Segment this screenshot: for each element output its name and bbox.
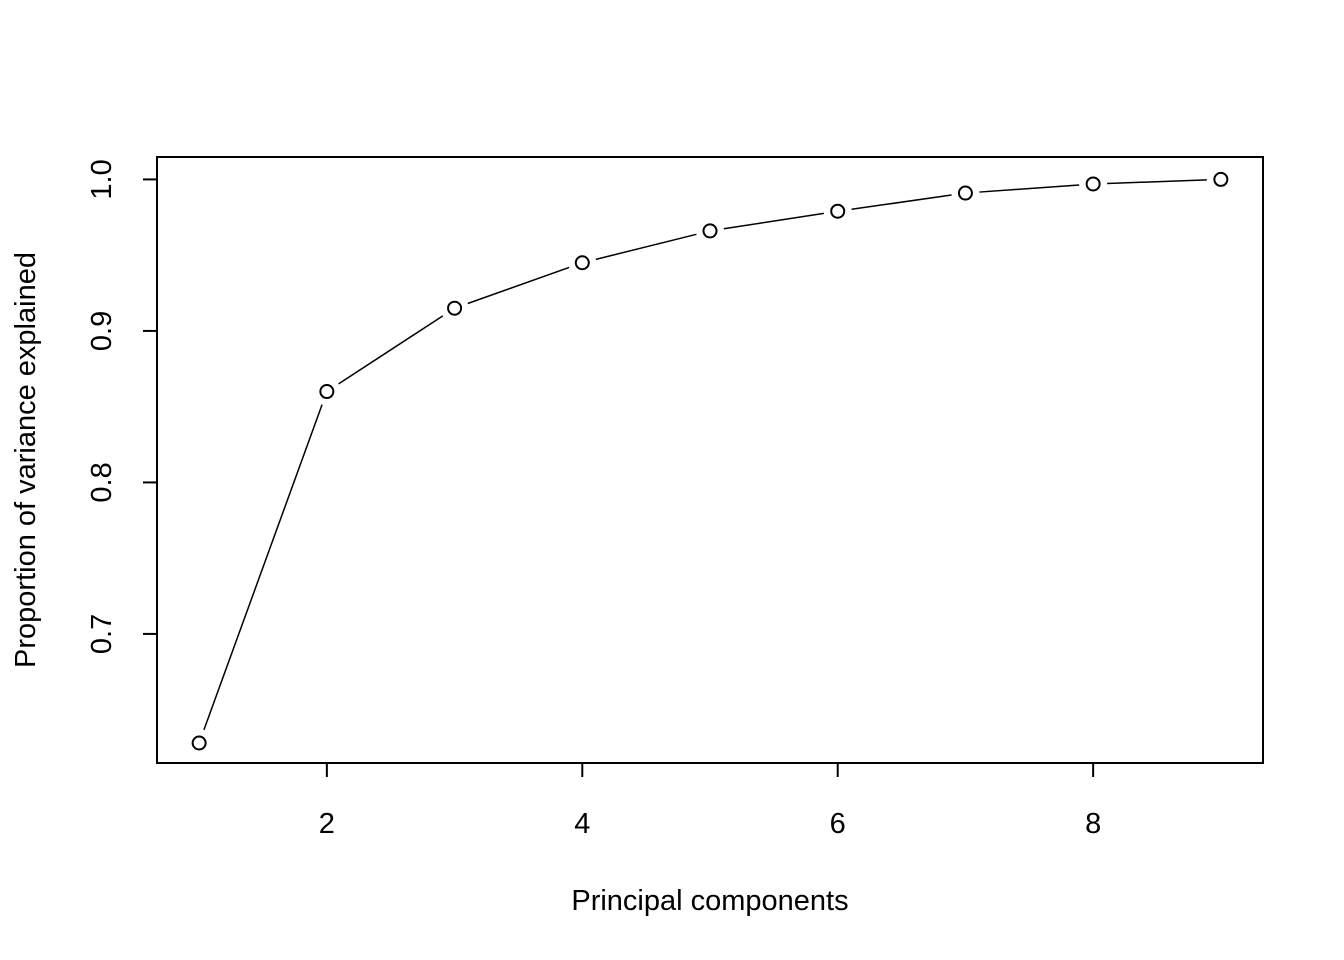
y-tick-label: 0.7 xyxy=(86,614,118,654)
line-segment xyxy=(467,266,570,305)
data-point xyxy=(1213,171,1229,187)
data-point xyxy=(574,255,590,271)
x-axis-label: Principal components xyxy=(571,885,848,917)
line-segment xyxy=(338,315,444,385)
data-point xyxy=(447,300,463,316)
line-segment xyxy=(851,194,952,211)
y-axis: 0.7 0.8 0.9 1.0 xyxy=(86,159,158,654)
line-segment xyxy=(723,212,824,230)
series-points xyxy=(191,171,1229,751)
data-point xyxy=(319,384,335,400)
data-point xyxy=(1085,176,1101,192)
y-tick-label: 1.0 xyxy=(86,159,118,199)
y-tick-label: 0.8 xyxy=(86,462,118,502)
data-point xyxy=(830,203,846,219)
data-point xyxy=(702,223,718,239)
data-point xyxy=(957,185,973,201)
series-line xyxy=(203,179,1207,731)
x-axis: 2 4 6 8 xyxy=(319,762,1101,840)
x-tick-label: 8 xyxy=(1085,808,1101,840)
x-tick-label: 6 xyxy=(830,808,846,840)
plot-frame xyxy=(156,156,1264,764)
x-tick-label: 4 xyxy=(574,808,590,840)
x-tick-label: 2 xyxy=(319,808,335,840)
y-axis-label: Proportion of variance explained xyxy=(10,252,42,668)
line-segment xyxy=(1107,179,1207,185)
line-segment xyxy=(595,233,697,261)
y-tick-label: 0.9 xyxy=(86,311,118,351)
line-segment xyxy=(979,184,1080,193)
data-point xyxy=(191,735,207,751)
line-segment xyxy=(203,404,323,731)
